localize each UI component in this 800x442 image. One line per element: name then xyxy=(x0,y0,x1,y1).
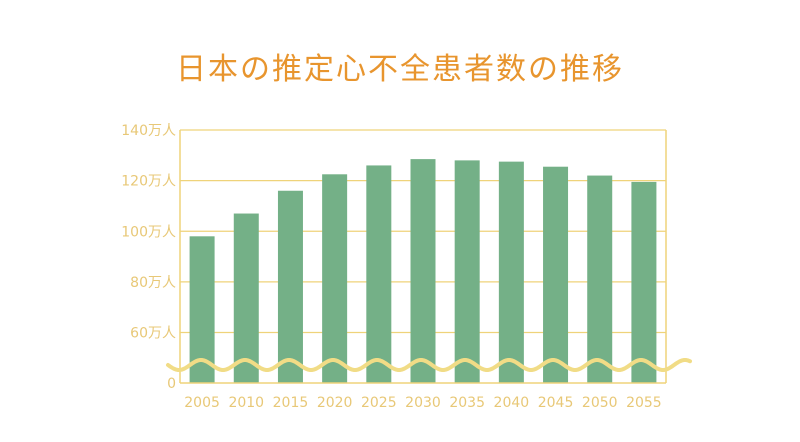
bar-2045 xyxy=(543,166,569,383)
bar-2020 xyxy=(322,174,348,383)
y-tick-label: 60万人 xyxy=(130,326,176,342)
y-tick-label: 100万人 xyxy=(121,224,176,240)
bar-2025 xyxy=(366,165,392,383)
x-tick-label: 2045 xyxy=(538,395,574,411)
x-tick-label: 2040 xyxy=(494,395,530,411)
bar-2015 xyxy=(277,190,303,383)
x-tick-label: 2035 xyxy=(449,395,485,411)
x-tick-label: 2010 xyxy=(228,395,264,411)
plot-frame xyxy=(166,130,692,384)
bar-2050 xyxy=(587,175,613,383)
bar-2055 xyxy=(631,181,657,383)
x-tick-label: 2030 xyxy=(405,395,441,411)
y-axis-labels: 0 60万人 80万人 100万人 120万人 140万人 xyxy=(121,123,176,392)
x-tick-label: 2020 xyxy=(317,395,353,411)
x-tick-label: 2015 xyxy=(273,395,309,411)
chart-title: 日本の推定心不全患者数の推移 xyxy=(176,52,624,87)
bar-2040 xyxy=(498,161,524,383)
x-axis-labels: 2005 2010 2015 2020 2025 2030 2035 2040 2045 2050… xyxy=(184,395,661,411)
x-tick-label: 2025 xyxy=(361,395,397,411)
axis-break-wave xyxy=(166,358,692,372)
y-tick-label: 140万人 xyxy=(121,123,176,139)
y-tick-label: 0 xyxy=(167,376,176,392)
x-tick-label: 2055 xyxy=(626,395,662,411)
bar-2010 xyxy=(233,213,259,383)
bar-2035 xyxy=(454,160,480,383)
y-tick-label: 80万人 xyxy=(130,275,176,291)
y-tick-label: 120万人 xyxy=(121,174,176,190)
x-tick-label: 2005 xyxy=(184,395,220,411)
x-tick-label: 2050 xyxy=(582,395,618,411)
bar-2030 xyxy=(410,159,436,383)
bars xyxy=(189,159,657,383)
